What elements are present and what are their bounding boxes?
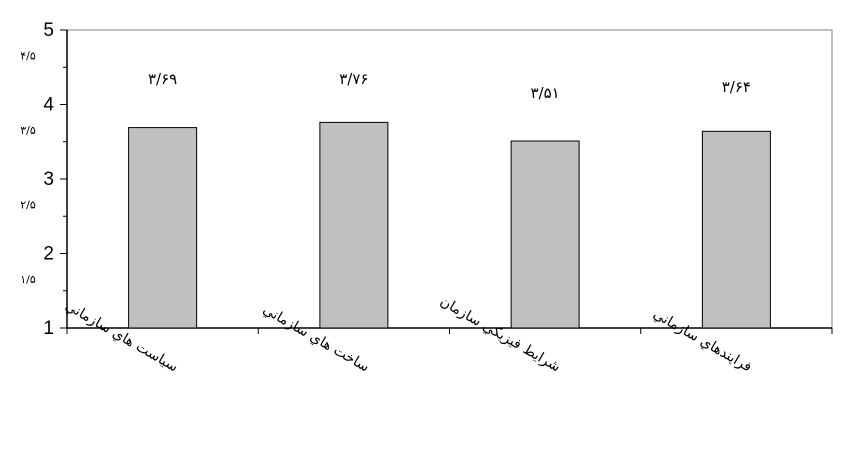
y-half-tick-label: ۱/۵: [20, 273, 36, 286]
y-tick-label: 5: [43, 20, 54, 41]
bar-series: [128, 121, 771, 329]
bar: [701, 130, 771, 329]
bar: [510, 140, 580, 329]
data-label: ۳/۵۱: [531, 84, 560, 102]
bar: [128, 127, 198, 329]
y-half-tick-label: ۴/۵: [20, 49, 36, 62]
y-tick-label: 1: [43, 318, 54, 339]
data-label: ۳/۶۹: [148, 70, 177, 88]
data-label: ۳/۷۶: [339, 70, 368, 88]
y-tick-label: 2: [43, 244, 54, 265]
data-labels: ۳/۶۹ ۳/۷۶ ۳/۵۱ ۳/۶۴: [148, 70, 751, 102]
x-axis: [66, 327, 833, 334]
y-half-tick-label: ۳/۵: [20, 124, 36, 137]
y-tick-label: 4: [43, 95, 54, 116]
data-label: ۳/۶۴: [722, 78, 751, 96]
y-half-tick-label: ۲/۵: [20, 198, 36, 211]
bar: [319, 121, 389, 329]
y-axis: 1 2 3 4 5 ۱/۵ ۲/۵ ۳/۵ ۴/۵: [20, 20, 68, 339]
y-tick-label: 3: [43, 169, 54, 190]
